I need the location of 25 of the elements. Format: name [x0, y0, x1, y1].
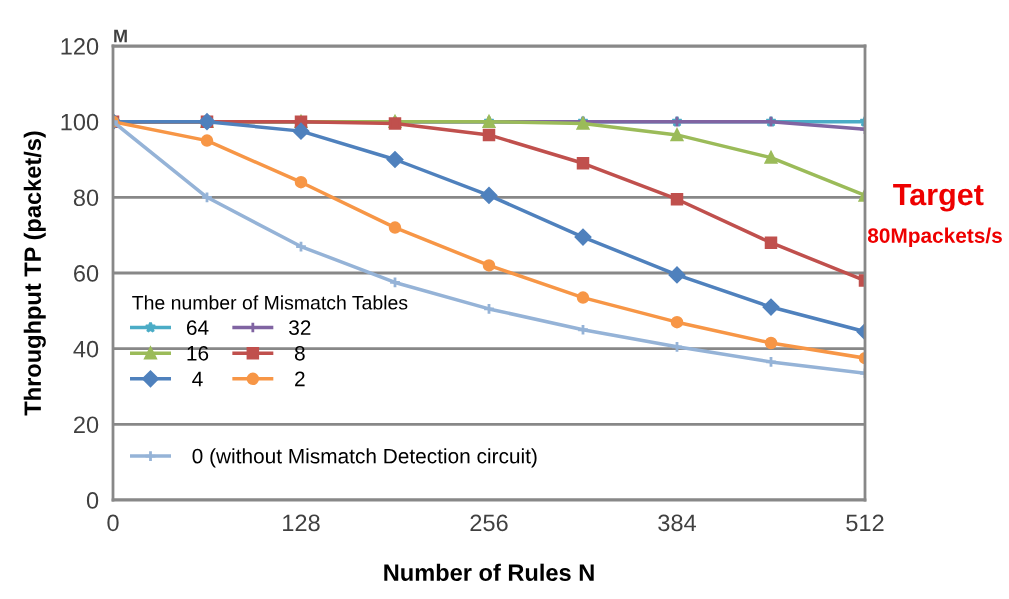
x-tick-label: 128 [283, 514, 320, 532]
legend-label: 64 [186, 320, 209, 335]
y-tick-label: 20 [74, 416, 99, 434]
legend-label: 16 [187, 345, 209, 361]
y-axis-title: Throughput TP (packet/s) [23, 131, 46, 416]
annotation: Target [893, 184, 984, 212]
text: 80Mpackets/s [867, 227, 1002, 248]
x-tick-label: 256 [470, 514, 508, 532]
text: M [114, 29, 127, 43]
y-tick-label: 80 [73, 189, 99, 207]
legend-label: 2 [295, 371, 305, 387]
legend-title: The number of Mismatch Tables [132, 295, 408, 310]
legend-label: 8 [294, 345, 305, 361]
y-tick-label: 120 [61, 38, 99, 55]
legend-label: 32 [289, 320, 311, 335]
y-tick-label: 40 [73, 340, 99, 358]
y-tick-label: 0 [86, 492, 99, 509]
x-tick-label: 384 [658, 514, 697, 532]
legend-label: 4 [192, 371, 203, 387]
y-tick-label: 60 [74, 265, 99, 282]
x-tick-label: 0 [107, 514, 119, 532]
legend-label: 0 (without Mismatch Detection circuit) [192, 448, 537, 468]
y-tick-label: 100 [61, 113, 99, 131]
x-axis-title: Number of Rules N [384, 563, 594, 582]
x-tick-label: 512 [846, 514, 884, 532]
